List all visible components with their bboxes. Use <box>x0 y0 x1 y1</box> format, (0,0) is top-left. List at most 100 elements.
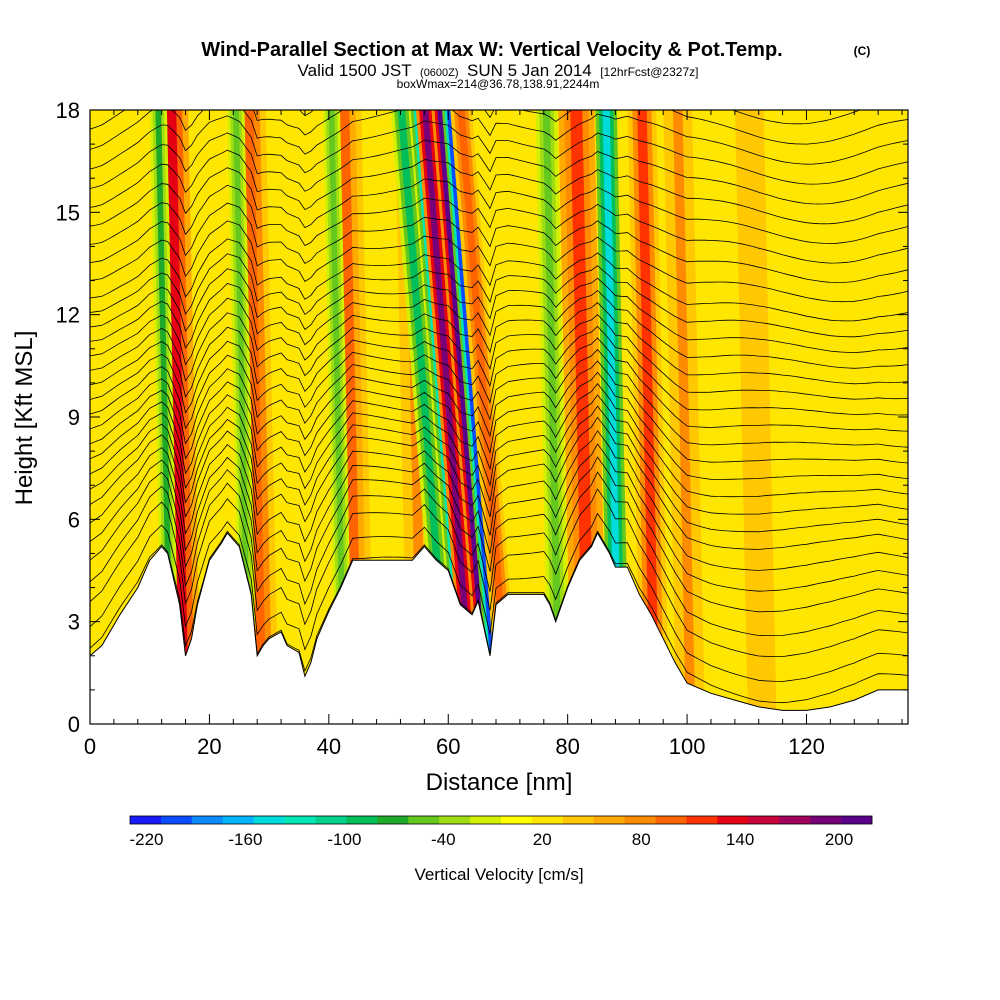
terrain <box>90 531 908 724</box>
colorbar-swatch <box>779 816 811 824</box>
theta-contour <box>90 184 908 264</box>
x-tick-label: 20 <box>197 734 221 759</box>
colorbar-swatch <box>748 816 780 824</box>
theta-contour <box>90 149 908 225</box>
y-axis-title: Height [Kft MSL] <box>11 331 38 506</box>
colorbar-swatch <box>222 816 254 824</box>
y-tick-label: 18 <box>56 98 80 123</box>
theta-contour <box>90 110 908 145</box>
colorbar-swatch <box>191 816 224 824</box>
theta-contour <box>90 167 908 245</box>
theta-contour <box>90 530 908 704</box>
theta-contour <box>90 430 908 571</box>
colorbar-swatch <box>130 816 162 824</box>
subtitle-date: SUN 5 Jan 2014 <box>467 61 592 80</box>
theta-contour <box>90 456 908 613</box>
colorbar-swatch <box>377 816 409 824</box>
theta-contour <box>90 238 908 322</box>
velocity-band-level <box>233 110 252 724</box>
colorbar-swatch <box>470 816 502 824</box>
theta-contour <box>90 325 908 416</box>
velocity-band-level <box>457 110 513 724</box>
velocity-band <box>627 110 670 724</box>
colorbar-label: 140 <box>726 830 754 849</box>
x-tick-label: 60 <box>436 734 460 759</box>
colorbar-swatch <box>160 816 193 824</box>
velocity-band-level <box>673 110 696 724</box>
theta-contour <box>90 360 908 464</box>
colorbar-swatch <box>686 816 718 824</box>
x-tick-label: 80 <box>555 734 579 759</box>
x-tick-label: 120 <box>788 734 825 759</box>
subtitle-forecast: [12hrFcst@2327z] <box>600 65 698 79</box>
colorbar-label: -40 <box>431 830 456 849</box>
theta-contour <box>90 297 908 385</box>
colorbar-swatch <box>810 816 842 824</box>
plot-area <box>90 110 908 724</box>
chart-title: Wind-Parallel Section at Max W: Vertical… <box>201 39 782 61</box>
colorbar-swatch <box>841 816 873 824</box>
theta-contour <box>90 220 908 303</box>
colorbar-swatch <box>624 816 656 824</box>
theta-contour <box>90 110 908 165</box>
theta-contour <box>90 371 908 480</box>
colorbar-label: 200 <box>825 830 853 849</box>
theta-contour <box>90 312 908 400</box>
velocity-band-level <box>437 110 492 724</box>
colorbar: -220 -160 -100 -40 20 80 140 200 <box>129 815 873 849</box>
colorbar-swatch <box>593 816 625 824</box>
theta-contour <box>90 394 908 515</box>
colorbar-swatch <box>315 816 347 824</box>
subtitle-valid: Valid 1500 JST <box>298 61 412 80</box>
chart-subtitle-2: boxWmax=214@36.78,138.91,2244m <box>397 77 600 91</box>
chart-title-mark: (C) <box>854 44 871 58</box>
colorbar-swatch <box>531 816 564 824</box>
theta-contour <box>90 471 908 636</box>
y-tick-label: 6 <box>68 507 80 532</box>
theta-contour <box>90 132 908 205</box>
subtitle-utc: (0600Z) <box>420 67 459 79</box>
theta-contour <box>90 443 908 592</box>
x-tick-label: 40 <box>317 734 341 759</box>
theta-contour <box>90 268 908 354</box>
colorbar-swatch <box>439 816 471 824</box>
x-axis-title: Distance [nm] <box>426 769 573 796</box>
y-tick-label: 3 <box>68 610 80 635</box>
colorbar-swatch <box>655 816 687 824</box>
theta-contour <box>90 348 908 448</box>
y-tick-label: 12 <box>56 303 80 328</box>
theta-contour <box>90 115 908 185</box>
colorbar-swatch <box>253 816 285 824</box>
velocity-band-level <box>328 110 348 724</box>
x-axis: 0 20 40 60 80 100 120 <box>84 110 903 759</box>
colorbar-label: -160 <box>228 830 262 849</box>
colorbar-label: 20 <box>533 830 552 849</box>
theta-contour <box>90 405 908 533</box>
x-tick-label: 100 <box>669 734 706 759</box>
y-axis: 0 3 6 9 12 15 18 <box>56 98 908 737</box>
velocity-band <box>415 110 483 724</box>
theta-contour <box>298 110 862 125</box>
velocity-band <box>450 110 521 724</box>
colorbar-swatch <box>562 816 595 824</box>
colorbar-label: -220 <box>129 830 163 849</box>
colorbar-title: Vertical Velocity [cm/s] <box>414 865 583 884</box>
theta-contour <box>90 253 908 338</box>
potential-temperature-contours <box>90 110 908 704</box>
theta-contour <box>90 283 908 369</box>
colorbar-frame <box>129 815 873 825</box>
y-tick-label: 9 <box>68 405 80 430</box>
theta-contour <box>90 383 908 498</box>
velocity-band <box>322 110 353 724</box>
colorbar-label: 80 <box>632 830 651 849</box>
theta-contour <box>90 512 908 682</box>
velocity-band-level <box>637 110 660 724</box>
theta-contour <box>90 416 908 550</box>
chart-subtitle: Valid 1500 JST (0600Z) SUN 5 Jan 2014 [1… <box>298 61 699 80</box>
y-tick-label: 15 <box>56 200 80 225</box>
theta-contour <box>90 488 908 657</box>
y-tick-label: 0 <box>68 712 80 737</box>
velocity-band-level <box>164 110 190 724</box>
theta-contour <box>90 337 908 432</box>
